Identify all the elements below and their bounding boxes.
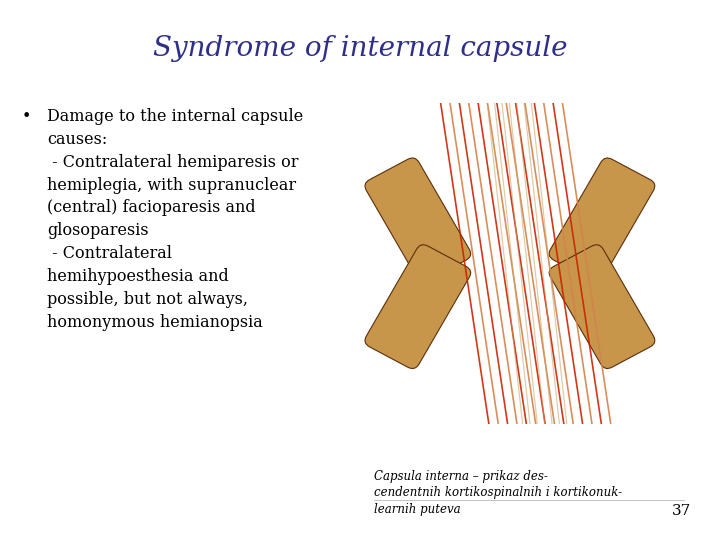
Text: Syndrome of internal capsule: Syndrome of internal capsule (153, 35, 567, 62)
FancyBboxPatch shape (365, 158, 471, 282)
Text: 37: 37 (672, 504, 691, 518)
Text: Capsula interna – prikaz des-
cendentnih kortikospinalnih i kortikonuk-
learnih : Capsula interna – prikaz des- cendentnih… (374, 470, 623, 516)
FancyBboxPatch shape (564, 171, 647, 285)
Text: •: • (22, 108, 31, 125)
FancyBboxPatch shape (549, 158, 655, 282)
Text: Damage to the internal capsule
causes:
 - Contralateral hemiparesis or
hemiplegi: Damage to the internal capsule causes: -… (47, 108, 303, 330)
FancyBboxPatch shape (564, 241, 647, 356)
FancyBboxPatch shape (365, 245, 471, 369)
FancyBboxPatch shape (549, 245, 655, 369)
